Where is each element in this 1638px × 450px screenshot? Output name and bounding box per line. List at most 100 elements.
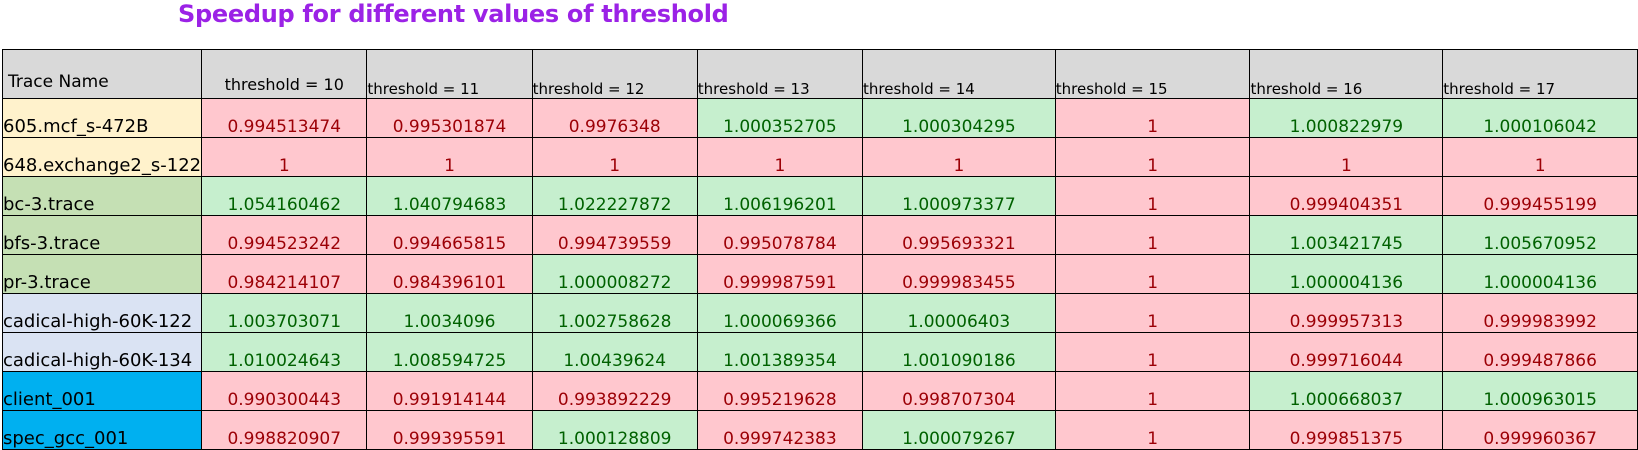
- table-row: pr-3.trace 0.984214107 0.984396101 1.000008…: [1, 254, 1638, 294]
- speedup-cell[interactable]: 1.006196201: [696, 176, 864, 216]
- speedup-cell[interactable]: 1: [366, 137, 533, 177]
- speedup-cell[interactable]: 1: [1054, 98, 1251, 138]
- speedup-cell[interactable]: 1.001389354: [696, 332, 864, 372]
- speedup-cell[interactable]: 0.998820907: [201, 410, 368, 450]
- speedup-cell[interactable]: 0.995219628: [696, 371, 864, 411]
- speedup-cell[interactable]: 0.995693321: [862, 215, 1056, 255]
- speedup-cell[interactable]: 1.000106042: [1442, 98, 1638, 138]
- speedup-table: Trace Name threshold = 10 threshold = 11…: [1, 49, 1638, 450]
- speedup-cell[interactable]: 1: [1054, 137, 1251, 177]
- speedup-cell[interactable]: 0.995301874: [366, 98, 533, 138]
- speedup-cell[interactable]: 0.984214107: [201, 254, 368, 294]
- speedup-cell[interactable]: 0.999487866: [1442, 332, 1638, 372]
- speedup-cell[interactable]: 1.00006403: [862, 293, 1056, 333]
- table-row: bc-3.trace 1.054160462 1.040794683 1.022227…: [1, 176, 1638, 216]
- speedup-cell[interactable]: 1.0034096: [366, 293, 533, 333]
- speedup-cell[interactable]: 1: [1054, 371, 1251, 411]
- speedup-cell[interactable]: 0.994739559: [531, 215, 698, 255]
- trace-name-cell[interactable]: spec_gcc_001: [1, 410, 203, 450]
- speedup-cell[interactable]: 0.999742383: [696, 410, 864, 450]
- speedup-cell[interactable]: 0.999395591: [366, 410, 533, 450]
- speedup-cell[interactable]: 0.993892229: [531, 371, 698, 411]
- speedup-cell[interactable]: 1: [1442, 137, 1638, 177]
- speedup-cell[interactable]: 1.000079267: [862, 410, 1056, 450]
- speedup-cell[interactable]: 1.000973377: [862, 176, 1056, 216]
- speedup-cell[interactable]: 1: [1054, 293, 1251, 333]
- speedup-cell[interactable]: 1: [1054, 176, 1251, 216]
- sheet-title: Speedup for different values of threshol…: [178, 0, 729, 28]
- trace-name-cell[interactable]: pr-3.trace: [1, 254, 203, 294]
- speedup-cell[interactable]: 1: [1249, 137, 1444, 177]
- speedup-cell[interactable]: 1.003421745: [1249, 215, 1444, 255]
- speedup-cell[interactable]: 1.000668037: [1249, 371, 1444, 411]
- speedup-cell[interactable]: 0.994513474: [201, 98, 368, 138]
- speedup-cell[interactable]: 1.054160462: [201, 176, 368, 216]
- speedup-cell[interactable]: 1.000008272: [531, 254, 698, 294]
- speedup-cell[interactable]: 0.999983455: [862, 254, 1056, 294]
- speedup-cell[interactable]: 0.994523242: [201, 215, 368, 255]
- speedup-cell[interactable]: 0.995078784: [696, 215, 864, 255]
- speedup-cell[interactable]: 1.00439624: [531, 332, 698, 372]
- trace-name-cell[interactable]: bc-3.trace: [1, 176, 203, 216]
- header-cell-threshold-11[interactable]: threshold = 11: [366, 49, 533, 99]
- header-cell-threshold-17[interactable]: threshold = 17: [1442, 49, 1638, 99]
- trace-name-cell[interactable]: client_001: [1, 371, 203, 411]
- speedup-cell[interactable]: 1: [531, 137, 698, 177]
- speedup-cell[interactable]: 1.002758628: [531, 293, 698, 333]
- speedup-cell[interactable]: 1.000004136: [1442, 254, 1638, 294]
- table-row: spec_gcc_001 0.998820907 0.999395591 1.0001…: [1, 410, 1638, 450]
- speedup-cell[interactable]: 1: [201, 137, 368, 177]
- speedup-cell[interactable]: 0.999851375: [1249, 410, 1444, 450]
- speedup-cell[interactable]: 1.008594725: [366, 332, 533, 372]
- header-cell-threshold-15[interactable]: threshold = 15: [1054, 49, 1251, 99]
- header-cell-threshold-14[interactable]: threshold = 14: [862, 49, 1056, 99]
- speedup-cell[interactable]: 1: [1054, 410, 1251, 450]
- header-cell-trace-name[interactable]: Trace Name: [1, 49, 203, 99]
- speedup-cell[interactable]: 1.022227872: [531, 176, 698, 216]
- speedup-cell[interactable]: 1.005670952: [1442, 215, 1638, 255]
- speedup-cell[interactable]: 1: [696, 137, 864, 177]
- header-cell-threshold-12[interactable]: threshold = 12: [531, 49, 698, 99]
- header-cell-threshold-10[interactable]: threshold = 10: [201, 49, 368, 99]
- speedup-cell[interactable]: 1.003703071: [201, 293, 368, 333]
- table-row: cadical-high-60K-122 1.003703071 1.0034096…: [1, 293, 1638, 333]
- table-row: 605.mcf_s-472B 0.994513474 0.995301874 0.99…: [1, 98, 1638, 138]
- table-row: client_001 0.990300443 0.991914144 0.993892…: [1, 371, 1638, 411]
- speedup-cell[interactable]: 0.984396101: [366, 254, 533, 294]
- speedup-cell[interactable]: 1.040794683: [366, 176, 533, 216]
- speedup-cell[interactable]: 1: [1054, 215, 1251, 255]
- speedup-cell[interactable]: 0.991914144: [366, 371, 533, 411]
- trace-name-cell[interactable]: cadical-high-60K-122: [1, 293, 203, 333]
- speedup-cell[interactable]: 0.999957313: [1249, 293, 1444, 333]
- speedup-cell[interactable]: 0.999983992: [1442, 293, 1638, 333]
- speedup-cell[interactable]: 0.999987591: [696, 254, 864, 294]
- speedup-cell[interactable]: 1: [862, 137, 1056, 177]
- header-cell-threshold-16[interactable]: threshold = 16: [1249, 49, 1444, 99]
- speedup-cell[interactable]: 1: [1054, 332, 1251, 372]
- speedup-cell[interactable]: 0.999960367: [1442, 410, 1638, 450]
- speedup-cell[interactable]: 0.999716044: [1249, 332, 1444, 372]
- speedup-cell[interactable]: 1.000822979: [1249, 98, 1444, 138]
- speedup-cell[interactable]: 1.000963015: [1442, 371, 1638, 411]
- speedup-cell[interactable]: 1.000304295: [862, 98, 1056, 138]
- trace-name-cell[interactable]: bfs-3.trace: [1, 215, 203, 255]
- speedup-cell[interactable]: 1.000004136: [1249, 254, 1444, 294]
- trace-name-cell[interactable]: cadical-high-60K-134: [1, 332, 203, 372]
- speedup-cell[interactable]: 0.999404351: [1249, 176, 1444, 216]
- speedup-cell[interactable]: 0.990300443: [201, 371, 368, 411]
- speedup-cell[interactable]: 1.000128809: [531, 410, 698, 450]
- table-row: cadical-high-60K-134 1.010024643 1.0085947…: [1, 332, 1638, 372]
- speedup-cell[interactable]: 0.9976348: [531, 98, 698, 138]
- speedup-cell[interactable]: 1.000069366: [696, 293, 864, 333]
- speedup-cell[interactable]: 1.000352705: [696, 98, 864, 138]
- speedup-cell[interactable]: 0.994665815: [366, 215, 533, 255]
- speedup-cell[interactable]: 1.001090186: [862, 332, 1056, 372]
- table-row: bfs-3.trace 0.994523242 0.994665815 0.99473…: [1, 215, 1638, 255]
- speedup-cell[interactable]: 1: [1054, 254, 1251, 294]
- header-cell-threshold-13[interactable]: threshold = 13: [696, 49, 864, 99]
- speedup-cell[interactable]: 1.010024643: [201, 332, 368, 372]
- speedup-cell[interactable]: 0.998707304: [862, 371, 1056, 411]
- trace-name-cell[interactable]: 605.mcf_s-472B: [1, 98, 203, 138]
- trace-name-cell[interactable]: 648.exchange2_s-122: [1, 137, 203, 177]
- speedup-cell[interactable]: 0.999455199: [1442, 176, 1638, 216]
